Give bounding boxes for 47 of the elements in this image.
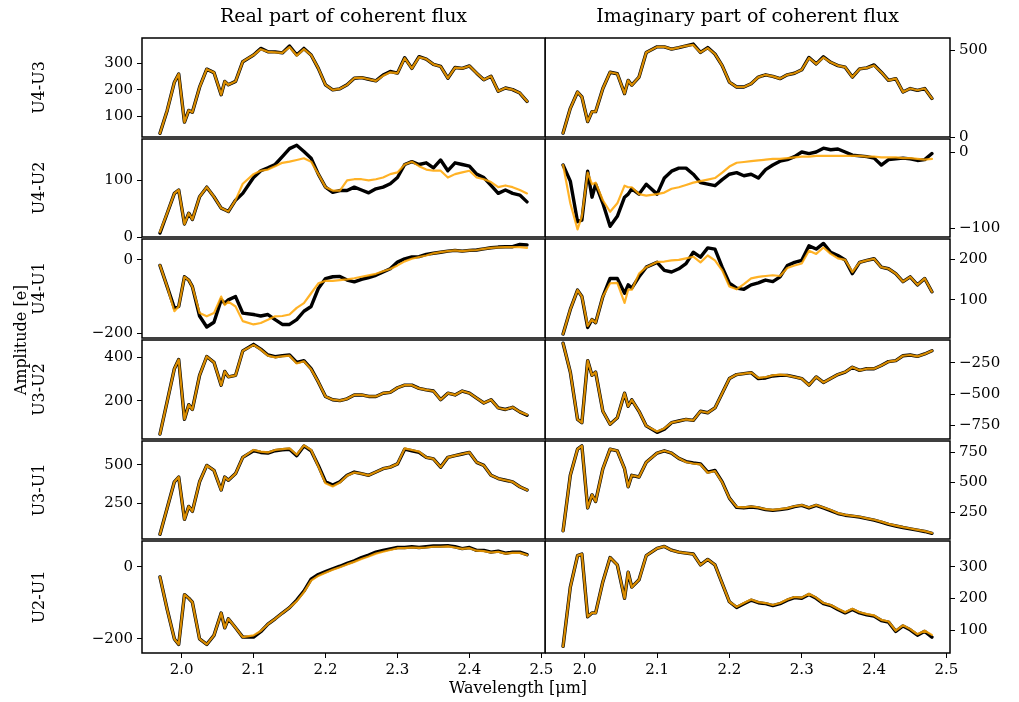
y-tick-label: 500 (104, 454, 133, 473)
x-tick-label: 2.0 (572, 659, 597, 678)
y2-tick-label: 500 (959, 40, 988, 59)
y2-tick-label: 750 (959, 442, 988, 461)
y-tick-label: −200 (91, 323, 133, 342)
y-tick-label: 200 (104, 390, 133, 409)
x-tick-label: 2.3 (789, 659, 814, 678)
y2-tick-label: 200 (959, 588, 988, 607)
y2-tick-label: 100 (959, 620, 988, 639)
x-axis-title: Wavelength [μm] (448, 678, 588, 697)
y2-tick-label: −250 (959, 352, 1001, 371)
y-tick-label: 0 (123, 556, 133, 575)
y2-tick-label: −750 (959, 415, 1001, 434)
y-tick-label: 100 (104, 170, 133, 189)
x-tick-label: 2.5 (934, 659, 959, 678)
y-tick-label: −200 (91, 628, 133, 647)
y-axis-title: U2-U1 (28, 570, 48, 624)
y-tick-label: 100 (104, 106, 133, 125)
x-tick-label: 2.3 (385, 659, 410, 678)
y2-tick-label: 300 (959, 556, 988, 575)
y2-tick-label: 500 (959, 472, 988, 491)
x-tick-label: 2.4 (457, 659, 482, 678)
x-tick-label: 2.5 (529, 659, 554, 678)
text: Amplitude [e] (10, 284, 30, 396)
y-tick-label: 300 (104, 52, 133, 71)
x-tick-label: 2.2 (717, 659, 742, 678)
y-axis-title: U4-U3 (28, 61, 48, 114)
y-tick-label: 400 (104, 347, 133, 366)
y-tick-label: 0 (123, 226, 133, 245)
y-tick-label: 250 (104, 493, 133, 512)
y2-tick-label: 200 (959, 249, 988, 268)
y-tick-label: 0 (123, 249, 133, 268)
y2-tick-label: −100 (959, 218, 1001, 237)
y2-tick-label: 250 (959, 502, 988, 521)
y-axis-title: U3-U1 (28, 463, 48, 517)
y2-tick-label: 100 (959, 289, 988, 308)
chart-title: Real part of coherent flux (219, 4, 468, 26)
y-axis-title: U4-U1 (28, 262, 48, 315)
x-tick-label: 2.1 (645, 659, 670, 678)
x-tick-label: 2.0 (169, 659, 194, 678)
x-tick-label: 2.1 (241, 659, 266, 678)
x-tick-label: 2.4 (862, 659, 886, 678)
y-tick-label: 200 (104, 79, 133, 98)
y-axis-title: U4-U2 (28, 161, 48, 215)
x-tick-label: 2.2 (313, 659, 338, 678)
y2-tick-label: −500 (959, 383, 1001, 402)
chart-title: Imaginary part of coherent flux (596, 4, 899, 26)
